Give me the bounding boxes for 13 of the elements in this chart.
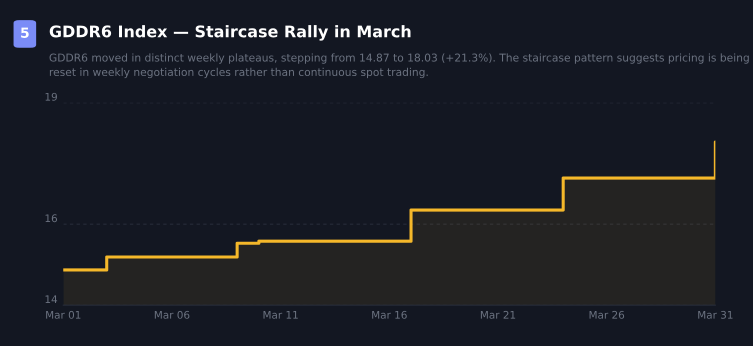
x-tick-label: Mar 11	[264, 311, 298, 319]
x-tick-label: Mar 26	[590, 310, 624, 319]
x-tick-label: Mar 06	[154, 310, 190, 319]
text: 5	[21, 28, 29, 38]
y-tick-label: 19	[46, 92, 57, 101]
y-tick-label: 16	[46, 214, 58, 222]
x-tick-label: Mar 16	[372, 310, 407, 319]
chart-title: GDDR6 Index — Staircase Rally in March	[50, 25, 410, 41]
x-tick-label: Mar 31	[698, 310, 732, 319]
chart-subtitle: GDDR6 moved in distinct weekly plateaus, stepping from 14.87 to 18.03 (+21.3%). The staircase pattern suggests pricing is being reset in weekly negotiation cycles rather than continuous spot trading.	[50, 53, 749, 78]
x-tick-label: Mar 01	[46, 310, 80, 319]
y-tick-label: 14	[46, 295, 58, 304]
x-tick-label: Mar 21	[480, 310, 516, 319]
